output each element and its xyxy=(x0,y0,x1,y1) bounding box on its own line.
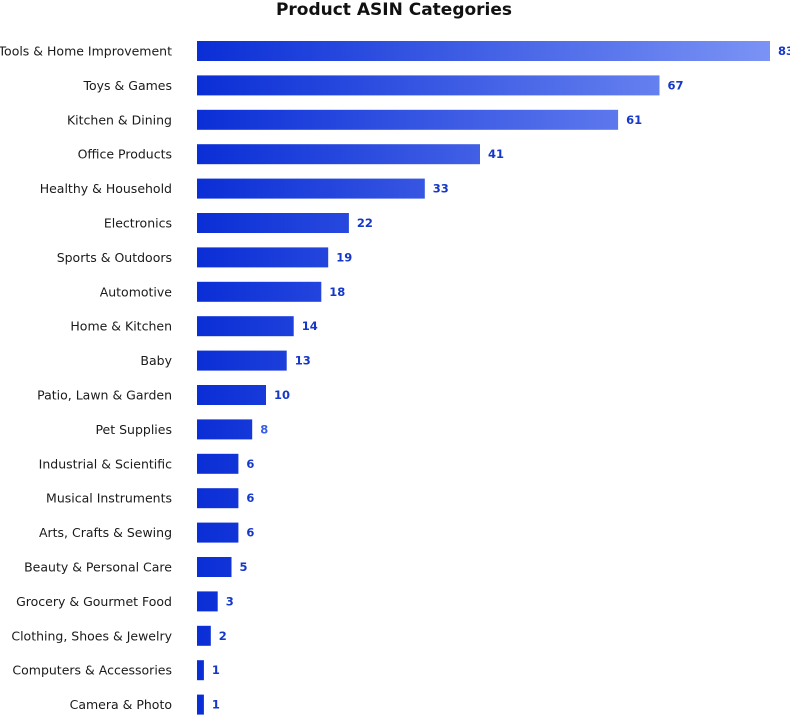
category-label: Computers & Accessories xyxy=(12,663,172,678)
value-label: 1 xyxy=(212,663,220,677)
category-label: Toys & Games xyxy=(83,78,173,93)
bar xyxy=(197,247,329,268)
value-label: 3 xyxy=(226,594,234,608)
bar xyxy=(197,625,211,646)
bar xyxy=(197,488,239,509)
bar xyxy=(197,213,349,233)
value-label: 1 xyxy=(212,698,220,712)
category-label: Grocery & Gourmet Food xyxy=(16,594,172,609)
category-label: Office Products xyxy=(78,147,172,162)
value-label: 41 xyxy=(488,147,504,161)
value-label: 67 xyxy=(668,78,684,92)
bars-layer: Tools & Home Improvement83Toys & Games67… xyxy=(0,41,790,715)
category-label: Musical Instruments xyxy=(46,491,172,506)
value-label: 8 xyxy=(260,422,268,436)
value-label: 33 xyxy=(433,182,449,196)
bar xyxy=(197,557,232,577)
value-label: 61 xyxy=(626,113,642,127)
value-label: 14 xyxy=(302,319,318,333)
value-label: 22 xyxy=(357,216,373,230)
category-label: Arts, Crafts & Sewing xyxy=(39,525,172,540)
category-label: Electronics xyxy=(104,216,172,231)
category-label: Automotive xyxy=(100,284,173,299)
category-label: Baby xyxy=(140,353,172,368)
bar xyxy=(197,41,770,61)
value-label: 6 xyxy=(246,457,254,471)
value-label: 10 xyxy=(274,388,290,402)
category-label: Healthy & Household xyxy=(40,181,172,196)
bar xyxy=(197,591,218,612)
bar xyxy=(197,385,266,405)
value-label: 5 xyxy=(240,560,248,574)
chart-title: Product ASIN Categories xyxy=(276,0,512,20)
value-label: 6 xyxy=(246,526,254,540)
bar xyxy=(197,419,253,440)
bar xyxy=(197,144,480,165)
category-label: Pet Supplies xyxy=(95,422,172,437)
category-label: Beauty & Personal Care xyxy=(24,560,172,575)
bar xyxy=(197,522,239,543)
bar xyxy=(197,660,204,681)
category-label: Kitchen & Dining xyxy=(67,112,172,127)
bar xyxy=(197,316,294,337)
category-label: Camera & Photo xyxy=(70,697,172,712)
bar xyxy=(197,281,322,302)
bar xyxy=(197,453,239,474)
value-label: 19 xyxy=(336,250,352,264)
bar xyxy=(197,75,660,96)
value-label: 13 xyxy=(295,354,311,368)
value-label: 6 xyxy=(246,491,254,505)
category-label: Industrial & Scientific xyxy=(39,456,172,471)
category-label: Home & Kitchen xyxy=(70,319,172,334)
value-label: 18 xyxy=(329,285,345,299)
category-label: Clothing, Shoes & Jewelry xyxy=(11,628,172,643)
value-label: 83 xyxy=(778,44,790,58)
category-label: Sports & Outdoors xyxy=(57,250,172,265)
category-label: Patio, Lawn & Garden xyxy=(37,388,172,403)
category-label: Tools & Home Improvement xyxy=(0,44,172,59)
bar xyxy=(197,350,287,371)
value-label: 2 xyxy=(219,629,227,643)
bar xyxy=(197,178,425,199)
bar xyxy=(197,109,619,130)
bar xyxy=(197,694,204,715)
